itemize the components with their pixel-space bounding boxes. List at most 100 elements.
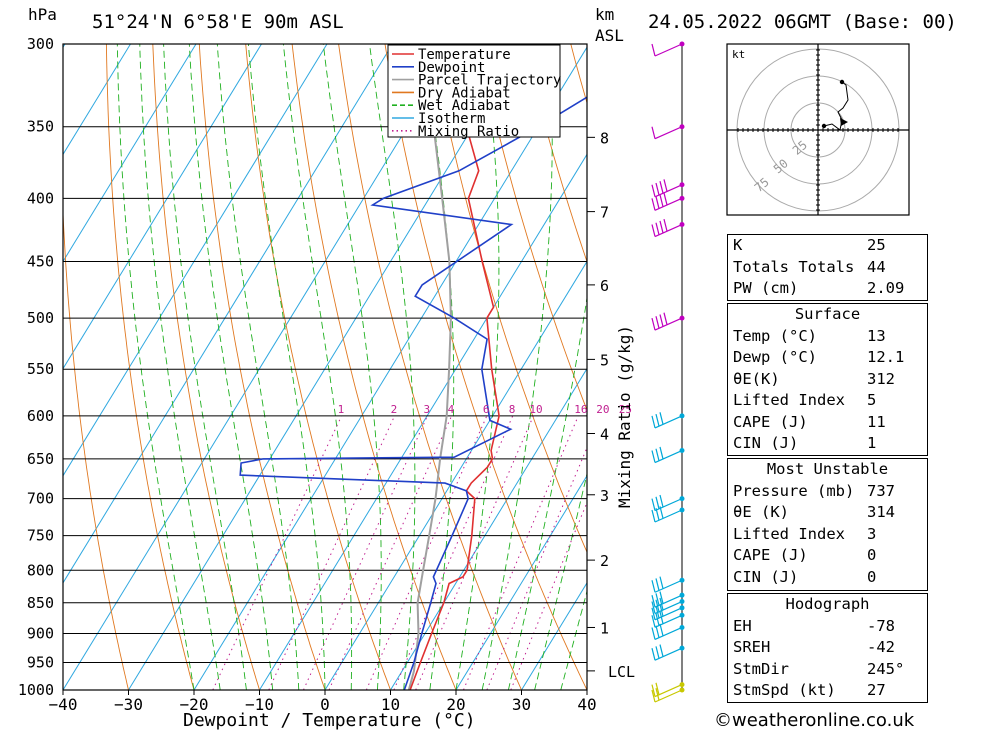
wind-barb (651, 446, 683, 464)
km-tick-label: 5 (600, 351, 609, 369)
mixing-ratio-label: 6 (483, 403, 490, 416)
wind-barb (651, 218, 683, 238)
credit-label: ©weatheronline.co.uk (714, 710, 915, 731)
legend-label: Isotherm (418, 111, 485, 127)
temperature-tick-label: 30 (512, 695, 531, 714)
mixing-ratio-label: 1 (338, 403, 345, 416)
most-unstable-title: Most Unstable (766, 460, 889, 478)
wind-barb (651, 43, 683, 57)
dry-adiabat-line (942, 44, 1000, 690)
pressure-tick-label: 450 (27, 253, 54, 271)
wind-barb (651, 604, 683, 621)
pressure-tick-label: 600 (27, 407, 54, 425)
wet-adiabat-line (116, 44, 195, 690)
wind-barb (651, 576, 683, 593)
wind-barb (651, 682, 683, 698)
hpa-unit-label: hPa (28, 5, 57, 24)
hodograph-unit-label: kt (732, 48, 745, 61)
mixing-ratio-label: 20 (596, 403, 609, 416)
legend-label: Wet Adiabat (418, 98, 511, 114)
dry-adiabat-line (477, 44, 587, 412)
storm-motion-marker (840, 118, 848, 126)
wind-barb (651, 611, 683, 628)
legend-label: Dry Adiabat (418, 85, 511, 101)
isotherm-line (63, 44, 197, 263)
wet-adiabat-line (455, 44, 500, 690)
surface-title: Surface (794, 305, 861, 323)
mixing-ratio-label: 16 (574, 403, 587, 416)
mixing-ratio-line (365, 415, 488, 690)
km-tick-label: 4 (600, 426, 609, 444)
dry-adiabat-line (523, 44, 587, 263)
wind-barb (651, 126, 683, 140)
temperature-tick-label: −20 (180, 695, 209, 714)
most-unstable-table: Most Unstable Pressure (mb) 737 θE (K) 314… (727, 458, 928, 591)
isotherm-line (63, 44, 459, 690)
mixing-ratio-line (463, 415, 579, 690)
wind-barb (651, 623, 683, 641)
pressure-tick-label: 1000 (18, 681, 54, 699)
pressure-tick-label: 750 (27, 527, 54, 545)
km-tick-label: LCL (608, 663, 635, 681)
wind-barb (651, 506, 683, 523)
wind-barb (651, 179, 683, 198)
temperature-tick-label: −40 (49, 695, 78, 714)
isotherm-line (259, 153, 587, 690)
temperature-trace (409, 44, 500, 690)
mixing-ratio-label: 10 (529, 403, 542, 416)
dry-adiabat-line (384, 44, 587, 690)
wind-barb (651, 494, 683, 512)
pressure-tick-label: 400 (27, 189, 54, 207)
legend-label: Temperature (418, 47, 511, 63)
isotherm-line (128, 44, 524, 690)
index-row-k: K 25 (733, 236, 886, 254)
indices-table: K 25 Totals Totals 44 PW (cm) 2.09 (727, 234, 928, 301)
index-row-totals: Totals Totals 44 (733, 257, 886, 276)
pressure-tick-label: 900 (27, 624, 54, 642)
dewpoint-trace (239, 96, 587, 690)
km-tick-label: 6 (600, 277, 609, 295)
wind-barb (651, 688, 683, 703)
pressure-tick-label: 300 (27, 35, 54, 53)
temperature-tick-label: −30 (114, 695, 143, 714)
isotherm-line (324, 260, 587, 690)
isotherm-line (390, 367, 587, 690)
km-tick-label: 3 (600, 487, 609, 505)
hodograph-trace (823, 81, 849, 131)
wet-adiabat-line (507, 295, 587, 690)
mixing-ratio-label: 2 (391, 403, 398, 416)
hodograph-point (839, 79, 845, 85)
mixing-ratio-label: 25 (619, 403, 632, 416)
km-unit-label: km (595, 5, 614, 24)
legend-label: Dewpoint (418, 60, 485, 76)
pressure-tick-label: 350 (27, 118, 54, 136)
wet-adiabat-line (163, 44, 247, 690)
mixing-ratio-line (510, 501, 587, 690)
wet-adiabat-line (322, 44, 382, 690)
wind-barb (651, 591, 683, 608)
km-tick-label: 1 (600, 619, 609, 637)
plot-frame (62, 43, 588, 691)
pressure-tick-label: 800 (27, 561, 54, 579)
hodograph-point (821, 123, 827, 129)
wet-adiabat-line (282, 44, 353, 690)
temperature-tick-label: 20 (446, 695, 465, 714)
mixing-ratio-label: 4 (448, 403, 455, 416)
temperature-tick-label: 0 (320, 695, 330, 714)
legend-label: Parcel Trajectory (418, 73, 561, 89)
location-title: 51°24'N 6°58'E 90m ASL (92, 11, 344, 33)
dry-adiabat-line (989, 44, 1000, 690)
temperature-tick-label: 40 (577, 695, 596, 714)
legend-label: Mixing Ratio (418, 124, 519, 140)
km-tick-label: 2 (600, 552, 609, 570)
km-tick-label: 8 (600, 129, 609, 147)
wet-adiabat-line (534, 472, 587, 690)
mixing-ratio-label: 8 (509, 403, 516, 416)
isotherm-line (63, 44, 131, 156)
mixing-ratio-line (415, 415, 534, 690)
pressure-tick-label: 500 (27, 309, 54, 327)
parcel-trajectory-trace (407, 44, 452, 690)
isotherm-line (455, 474, 587, 690)
